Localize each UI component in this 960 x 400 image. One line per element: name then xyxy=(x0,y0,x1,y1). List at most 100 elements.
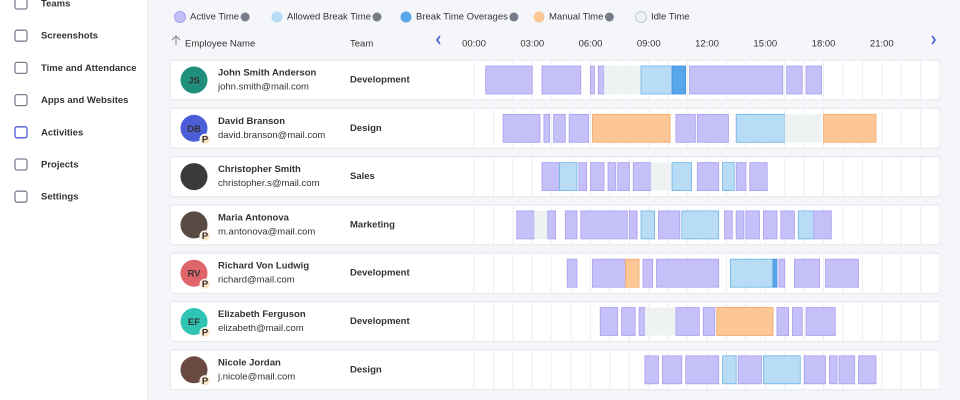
time-segment[interactable] xyxy=(607,162,617,192)
time-segment[interactable] xyxy=(797,210,815,240)
time-segment[interactable] xyxy=(592,258,626,288)
time-segment[interactable] xyxy=(838,355,856,385)
time-segment[interactable] xyxy=(813,210,832,240)
time-segment[interactable] xyxy=(625,258,640,288)
time-segment[interactable] xyxy=(604,66,642,94)
help-icon[interactable] xyxy=(509,12,519,22)
nav-icon[interactable] xyxy=(14,29,28,42)
help-icon[interactable] xyxy=(240,12,250,22)
time-segment[interactable] xyxy=(722,355,737,385)
time-segment[interactable] xyxy=(502,113,541,143)
time-segment[interactable] xyxy=(735,113,786,143)
time-segment[interactable] xyxy=(597,65,605,95)
time-segment[interactable] xyxy=(541,65,582,95)
time-segment[interactable] xyxy=(689,65,784,95)
time-segment[interactable] xyxy=(632,162,652,192)
time-segment[interactable] xyxy=(780,210,795,240)
time-segment[interactable] xyxy=(696,162,720,192)
nav-icon[interactable] xyxy=(14,158,28,171)
time-segment[interactable] xyxy=(640,65,673,95)
time-segment[interactable] xyxy=(617,162,630,192)
time-segment[interactable] xyxy=(644,355,659,385)
time-segment[interactable] xyxy=(685,355,720,385)
sort-icon[interactable] xyxy=(171,35,181,45)
time-segment[interactable] xyxy=(675,113,696,143)
time-segment[interactable] xyxy=(786,65,803,95)
employee-name[interactable]: John Smith Anderson xyxy=(218,68,317,79)
time-segment[interactable] xyxy=(564,210,578,240)
employee-name[interactable]: Maria Antonova xyxy=(218,212,290,223)
time-segment[interactable] xyxy=(516,210,535,240)
time-segment[interactable] xyxy=(485,65,533,95)
time-segment[interactable] xyxy=(675,307,700,336)
time-segment[interactable] xyxy=(559,162,578,192)
time-segment[interactable] xyxy=(776,307,790,336)
time-segment[interactable] xyxy=(578,162,588,192)
time-segment[interactable] xyxy=(749,162,768,192)
time-segment[interactable] xyxy=(724,210,733,240)
nav-item[interactable]: Teams xyxy=(41,0,70,10)
time-segment[interactable] xyxy=(729,258,774,288)
time-segment[interactable] xyxy=(661,355,683,385)
nav-item[interactable]: Projects xyxy=(41,160,79,171)
next-button[interactable] xyxy=(931,35,936,45)
time-segment[interactable] xyxy=(656,258,720,288)
time-segment[interactable] xyxy=(745,210,760,240)
time-segment[interactable] xyxy=(644,307,676,336)
nav-icon[interactable] xyxy=(14,0,28,10)
time-segment[interactable] xyxy=(716,307,774,336)
employee-name[interactable]: Nicole Jordan xyxy=(218,357,281,368)
time-segment[interactable] xyxy=(580,210,628,240)
time-segment[interactable] xyxy=(534,210,548,239)
nav-icon[interactable] xyxy=(14,61,28,75)
time-segment[interactable] xyxy=(735,162,747,192)
time-segment[interactable] xyxy=(828,355,838,385)
time-segment[interactable] xyxy=(823,113,877,143)
time-segment[interactable] xyxy=(650,162,673,191)
nav-item[interactable]: Apps and Websites xyxy=(41,95,128,106)
time-segment[interactable] xyxy=(553,113,566,143)
time-segment[interactable] xyxy=(599,307,619,336)
time-segment[interactable] xyxy=(541,162,560,192)
time-segment[interactable] xyxy=(772,258,778,288)
nav-item[interactable]: Time and Attendance xyxy=(41,63,137,74)
time-segment[interactable] xyxy=(621,307,636,336)
employee-name[interactable]: Elizabeth Ferguson xyxy=(218,309,306,320)
nav-item[interactable]: Settings xyxy=(41,192,78,203)
help-icon[interactable] xyxy=(604,12,614,22)
time-segment[interactable] xyxy=(671,65,687,95)
time-segment[interactable] xyxy=(568,113,589,143)
time-segment[interactable] xyxy=(566,258,578,288)
time-segment[interactable] xyxy=(825,258,859,288)
nav-item[interactable]: Activities xyxy=(41,127,83,138)
time-segment[interactable] xyxy=(592,113,671,143)
time-segment[interactable] xyxy=(658,210,681,240)
employee-name[interactable]: Christopher Smith xyxy=(218,164,301,175)
nav-icon[interactable] xyxy=(14,93,28,107)
time-segment[interactable] xyxy=(628,210,638,240)
time-segment[interactable] xyxy=(590,65,595,95)
time-segment[interactable] xyxy=(722,162,735,192)
time-segment[interactable] xyxy=(702,307,716,336)
time-segment[interactable] xyxy=(671,162,692,192)
column-header[interactable]: Employee Name xyxy=(185,39,255,50)
time-segment[interactable] xyxy=(794,258,821,288)
time-segment[interactable] xyxy=(858,355,877,385)
time-segment[interactable] xyxy=(642,258,654,288)
time-segment[interactable] xyxy=(543,113,551,143)
nav-item[interactable]: Screenshots xyxy=(41,31,98,42)
time-segment[interactable] xyxy=(590,162,605,192)
time-segment[interactable] xyxy=(640,210,656,240)
nav-icon[interactable] xyxy=(14,126,28,139)
time-segment[interactable] xyxy=(805,307,836,336)
employee-name[interactable]: David Branson xyxy=(218,116,285,127)
time-segment[interactable] xyxy=(792,307,803,336)
time-segment[interactable] xyxy=(681,210,720,240)
employee-name[interactable]: Richard Von Ludwig xyxy=(218,261,309,272)
time-segment[interactable] xyxy=(762,210,778,240)
time-segment[interactable] xyxy=(803,355,826,385)
time-segment[interactable] xyxy=(735,210,745,240)
help-icon[interactable] xyxy=(372,12,382,22)
time-segment[interactable] xyxy=(696,113,729,143)
nav-icon[interactable] xyxy=(14,190,28,203)
